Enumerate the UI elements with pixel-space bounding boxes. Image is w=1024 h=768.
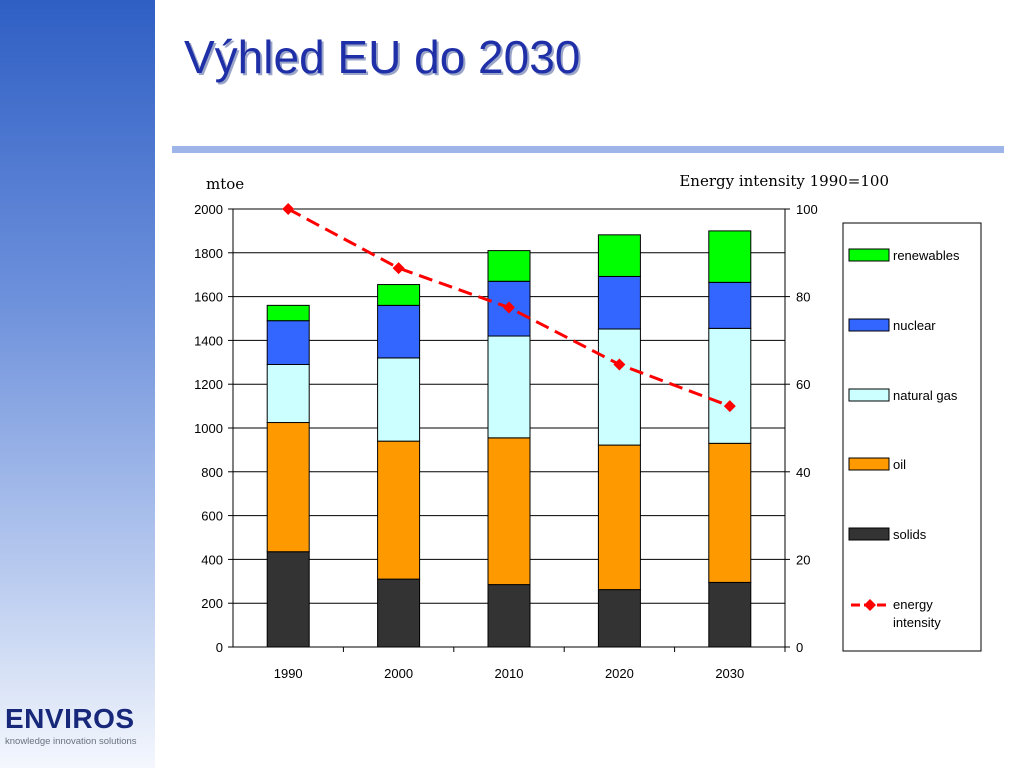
bar-segment-renewables [266,304,310,322]
left-tick-label: 400 [201,552,223,567]
legend-label: intensity [893,615,941,630]
right-tick-label: 80 [796,290,810,305]
energy-chart: 0 200 400 600 800 1000 1200 1400 1600 1800 2000 0 20… [194,172,982,681]
bar-segment-nuclear [377,304,421,359]
bar-segment-oil [487,437,531,586]
slide-title: Výhled EU do 2030 [184,31,581,83]
legend-label: solids [893,527,927,542]
bar-segment-natural-gas [266,363,310,424]
bar-segment-oil [377,440,421,580]
legend-label: natural gas [893,388,958,403]
right-tick-label: 60 [796,377,810,392]
energy-intensity-point [723,400,736,413]
bar-segment-oil [708,442,752,583]
bar-segment-solids [597,589,641,648]
bar-segment-solids [266,551,310,648]
legend-marker-energy-intensity [864,599,876,611]
left-tick-label: 1400 [194,333,223,348]
left-tick-label: 800 [201,465,223,480]
bar-segment-natural-gas [377,357,421,442]
bar-segment-natural-gas [597,328,641,446]
left-tick-label: 1000 [194,421,223,436]
right-tick-label: 40 [796,465,810,480]
right-tick-label: 100 [796,202,818,217]
left-tick-label: 200 [201,596,223,611]
bar-segment-nuclear [708,281,752,329]
right-axis-label: Energy intensity 1990=100 [679,172,889,190]
x-tick-label: 2030 [715,666,744,681]
energy-intensity-point [282,203,295,215]
left-tick-label: 0 [216,640,223,655]
left-tick-label: 1600 [194,290,223,305]
legend-swatch-natural-gas [848,388,890,402]
legend-box [842,222,982,652]
left-tick-label: 1800 [194,246,223,261]
legend-swatch-oil [848,457,890,471]
enviros-logo: ENVIROS knowledge innovation solutions [5,703,137,748]
right-tick-label: 0 [796,640,803,655]
x-tick-label: 2010 [495,666,524,681]
x-tick-label: 2020 [605,666,634,681]
bar-segment-solids [708,581,752,648]
bar-segment-renewables [377,284,421,306]
legend-swatch-solids [848,527,890,541]
bar-segment-natural-gas [708,327,752,444]
bar-segment-renewables [487,250,531,282]
logo-tagline: knowledge innovation solutions [5,736,137,747]
bar-segment-nuclear [597,275,641,330]
legend-label: renewables [893,248,960,263]
logo-name: ENVIROS [5,703,135,734]
legend-swatch-nuclear [848,318,890,332]
bar-segment-nuclear [266,320,310,365]
bar-segment-solids [487,584,531,648]
x-tick-label: 1990 [274,666,303,681]
bar-segment-renewables [708,230,752,283]
left-tick-label: 2000 [194,202,223,217]
bar-segment-oil [597,444,641,591]
x-tick-label: 2000 [384,666,413,681]
title-divider [172,146,1004,153]
legend-swatch-renewables [848,248,890,262]
left-tick-label: 600 [201,509,223,524]
legend-label: energy [893,597,933,612]
bar-segment-solids [377,578,421,648]
legend-label: nuclear [893,318,936,333]
legend-label: oil [893,457,906,472]
energy-intensity-point [392,262,405,275]
energy-intensity-point [613,358,626,371]
bar-segment-natural-gas [487,335,531,439]
left-tick-label: 1200 [194,377,223,392]
energy-intensity-point [503,301,515,314]
right-tick-label: 20 [796,552,810,567]
left-axis-label: mtoe [206,175,244,193]
sidebar-gradient [0,0,155,768]
bar-segment-renewables [597,234,641,277]
bar-segment-oil [266,422,310,553]
